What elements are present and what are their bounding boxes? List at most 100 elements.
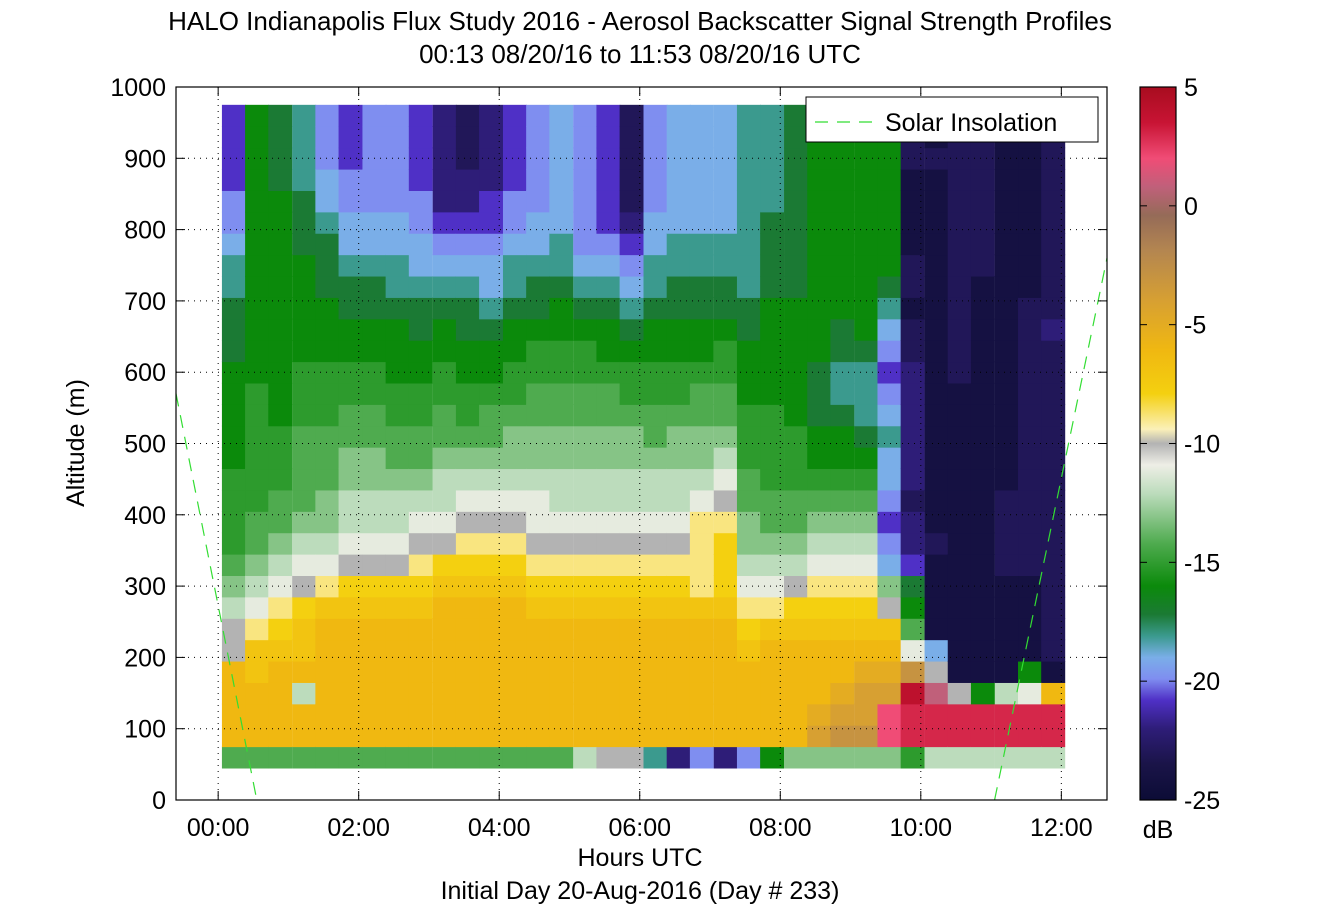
heatmap-cell (479, 660, 504, 683)
heatmap-cell (502, 425, 527, 448)
heatmap-cell (502, 554, 527, 576)
heatmap-cell (1041, 511, 1066, 534)
heatmap-cell (455, 660, 480, 683)
heatmap-cell (784, 190, 809, 213)
heatmap-cell (573, 618, 598, 641)
heatmap-cell (479, 169, 504, 191)
heatmap-cell (736, 725, 761, 748)
heatmap-cell (689, 211, 714, 234)
heatmap-cell (900, 361, 925, 384)
x-axis: 00:00 02:00 04:00 06:00 08:00 10:00 12:00 (187, 87, 1093, 842)
heatmap-cell (315, 425, 340, 448)
heatmap-cell (807, 596, 832, 619)
heatmap-cell (689, 575, 714, 598)
heatmap-cell (385, 596, 410, 619)
heatmap-cell (619, 468, 644, 491)
heatmap-cell (947, 575, 972, 598)
heatmap-cell (315, 340, 340, 363)
heatmap-cell (1041, 554, 1066, 576)
heatmap-cell (455, 318, 480, 341)
y-axis-label: Altitude (m) (62, 379, 90, 507)
heatmap-cell (315, 725, 340, 748)
heatmap-cell (502, 746, 527, 769)
heatmap-cell (292, 425, 317, 448)
heatmap-cell (970, 682, 995, 705)
heatmap-cell (221, 447, 246, 470)
heatmap-cell (573, 575, 598, 598)
heatmap-cell (268, 468, 293, 491)
heatmap-cell (619, 147, 644, 170)
heatmap-cell (689, 233, 714, 256)
heatmap-cell (292, 147, 317, 170)
heatmap-cell (760, 233, 785, 256)
heatmap-cell (900, 746, 925, 769)
heatmap-cell (807, 618, 832, 641)
heatmap-cell (994, 169, 1019, 191)
heatmap-cell (338, 639, 363, 662)
heatmap-cell (1018, 169, 1043, 191)
heatmap-cell (713, 382, 738, 405)
heatmap-cell (362, 596, 387, 619)
heatmap-cell (268, 660, 293, 683)
heatmap-cell (900, 190, 925, 213)
heatmap-cell (573, 361, 598, 384)
heatmap-cell (292, 211, 317, 234)
heatmap-cell (362, 618, 387, 641)
heatmap-cell (526, 169, 551, 191)
heatmap-cell (807, 169, 832, 191)
heatmap-cell (830, 447, 855, 470)
heatmap-cell (455, 682, 480, 705)
heatmap-cell (643, 340, 668, 363)
heatmap-cell (666, 468, 691, 491)
heatmap-cell (268, 254, 293, 277)
heatmap-cell (479, 489, 504, 512)
grid (176, 86, 1107, 801)
heatmap-cell (760, 682, 785, 705)
heatmap-cell (970, 532, 995, 555)
heatmap-cell (502, 318, 527, 341)
heatmap-cell (221, 725, 246, 748)
heatmap-cell (807, 318, 832, 341)
heatmap-cell (877, 425, 902, 448)
heatmap-cell (643, 297, 668, 320)
heatmap-cell (245, 340, 270, 363)
heatmap-cell (877, 639, 902, 662)
heatmap-cell (689, 275, 714, 298)
heatmap-cell (385, 275, 410, 298)
heatmap-cell (830, 746, 855, 769)
heatmap-cell (924, 361, 949, 384)
heatmap-cell (807, 275, 832, 298)
heatmap-cell (432, 682, 457, 705)
heatmap-cell (970, 361, 995, 384)
heatmap-cell (596, 725, 621, 748)
heatmap-cell (924, 682, 949, 705)
heatmap-cell (502, 725, 527, 748)
heatmap-cell (549, 340, 574, 363)
heatmap-cell (970, 618, 995, 641)
heatmap-cell (666, 425, 691, 448)
heatmap-cell (736, 297, 761, 320)
heatmap-cell (573, 211, 598, 234)
colorbar-tick-label: -10 (1184, 431, 1220, 459)
heatmap-cell (268, 297, 293, 320)
heatmap-cell (502, 126, 527, 149)
heatmap-cell (970, 746, 995, 769)
heatmap-cell (760, 618, 785, 641)
heatmap-cell (760, 147, 785, 170)
heatmap-cell (408, 233, 433, 256)
heatmap-cell (689, 425, 714, 448)
heatmap-cell (877, 618, 902, 641)
heatmap (221, 104, 1066, 769)
heatmap-cell (784, 361, 809, 384)
heatmap-cell (900, 639, 925, 662)
heatmap-cell (245, 404, 270, 427)
heatmap-cell (643, 639, 668, 662)
heatmap-cell (666, 703, 691, 726)
heatmap-cell (268, 404, 293, 427)
heatmap-cell (784, 703, 809, 726)
heatmap-cell (362, 554, 387, 576)
heatmap-cell (338, 532, 363, 555)
colorbar: 5 0 -5 -10 -15 -20 -25 dB (1139, 74, 1220, 844)
heatmap-cell (432, 703, 457, 726)
heatmap-cell (854, 596, 879, 619)
